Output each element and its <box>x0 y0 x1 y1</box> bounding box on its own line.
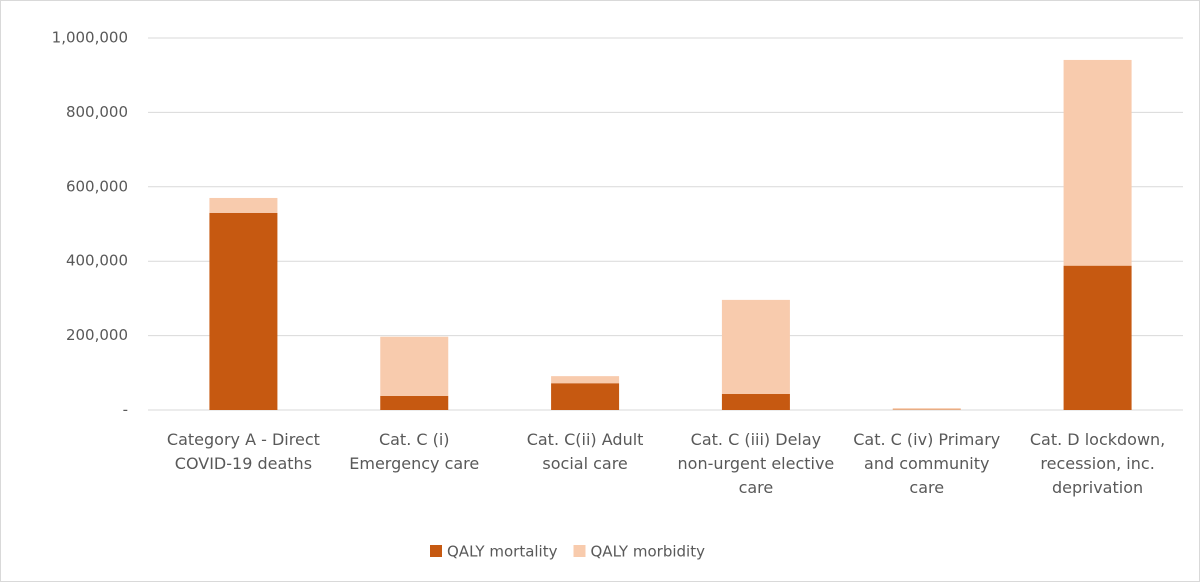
legend-label: QALY mortality <box>447 543 558 561</box>
bar-segment <box>551 383 620 410</box>
bar-segment <box>721 299 790 395</box>
bar-segment <box>209 197 278 213</box>
x-tick-label: Cat. C (iv) Primary and community care <box>853 430 1001 497</box>
bar-segment <box>892 408 961 410</box>
y-tick-label: 400,000 <box>66 252 128 270</box>
legend-swatch <box>573 545 586 557</box>
bar-segment <box>721 394 790 410</box>
bar-segment <box>380 395 449 410</box>
bar-segment <box>380 336 449 396</box>
x-tick-label: Cat. C (i) Emergency care <box>349 430 480 473</box>
y-tick-label: 800,000 <box>66 103 128 121</box>
y-tick-label: - <box>123 401 128 419</box>
bar-segment <box>209 212 278 410</box>
bar-segment <box>551 376 620 384</box>
bar-segment <box>1063 59 1132 266</box>
legend-label: QALY morbidity <box>591 543 706 561</box>
x-tick-label: Cat. C(ii) Adult social care <box>526 430 644 473</box>
bar-segment <box>1063 265 1132 410</box>
x-tick-label: Cat. C (iii) Delay non-urgent elective c… <box>677 430 835 497</box>
y-tick-label: 600,000 <box>66 177 128 195</box>
legend-swatch <box>430 545 442 557</box>
x-tick-label: Cat. D lockdown, recession, inc. depriva… <box>1029 430 1166 497</box>
y-tick-label: 1,000,000 <box>52 29 128 47</box>
y-tick-label: 200,000 <box>66 326 128 344</box>
x-tick-label: Category A - Direct COVID-19 deaths <box>166 430 320 473</box>
